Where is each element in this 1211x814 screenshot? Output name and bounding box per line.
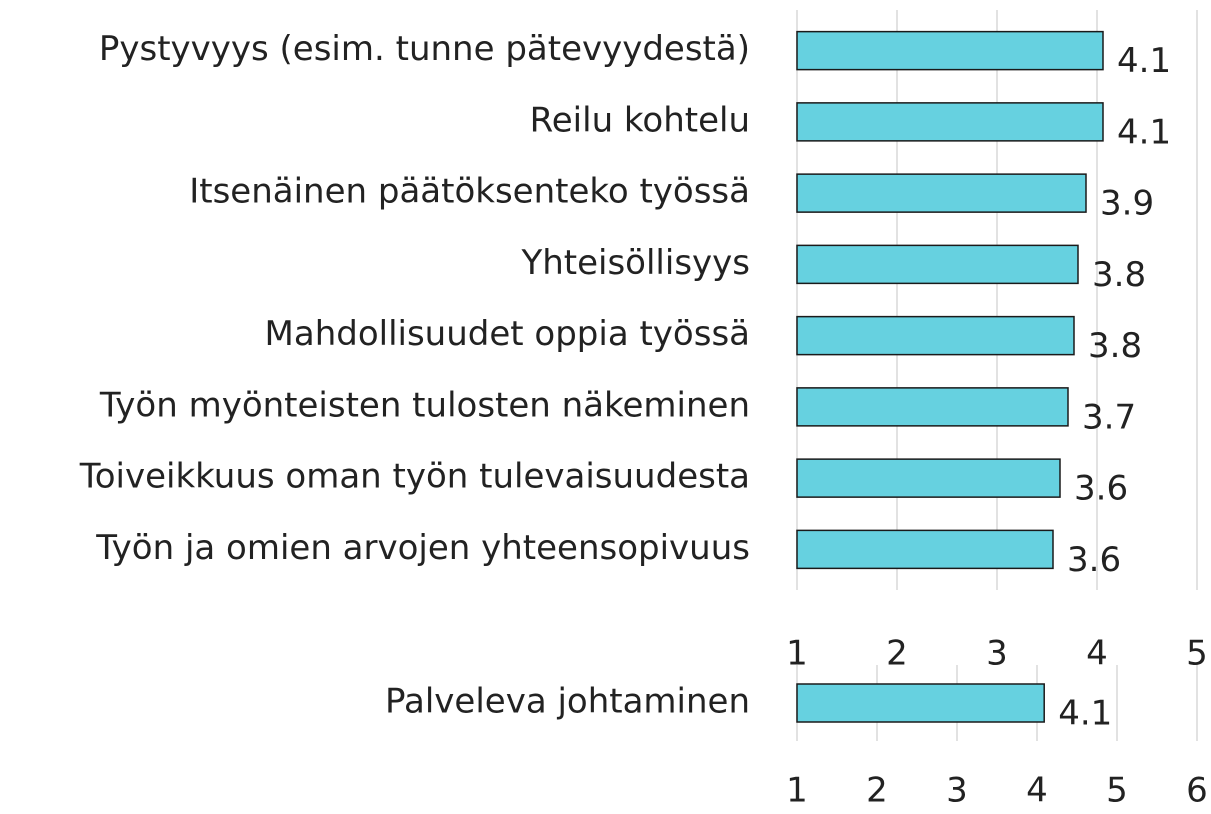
value-label: 4.1 [1117,41,1171,81]
value-label: 3.6 [1074,469,1128,509]
x-tick-label: 3 [946,771,968,811]
x-tick-label: 3 [986,634,1008,674]
value-label: 4.1 [1058,694,1112,734]
bar [796,529,1054,570]
value-label: 3.6 [1067,540,1121,580]
y-tick-label: Työn ja omien arvojen yhteensopivuus [95,528,750,568]
x-tick-label: 5 [1186,634,1208,674]
y-tick-label: Palveleva johtaminen [385,682,750,722]
x-tick-label: 4 [1086,634,1108,674]
value-label: 3.7 [1082,397,1136,437]
bar [796,315,1075,356]
x-tick-label: 6 [1186,771,1208,811]
bar [796,458,1061,498]
y-tick-label: Itsenäinen päätöksenteko työssä [189,172,750,212]
y-tick-label: Yhteisöllisyys [520,243,750,283]
y-tick-label: Reilu kohtelu [530,100,750,140]
bar [796,244,1079,285]
x-tick-label: 5 [1106,771,1128,811]
bar [796,683,1045,723]
value-label: 4.1 [1117,112,1171,152]
x-tick-label: 4 [1026,771,1048,811]
value-label: 3.9 [1100,184,1154,224]
bar [796,173,1087,213]
y-tick-label: Työn myönteisten tulosten näkeminen [99,385,750,425]
value-label: 3.8 [1092,255,1146,295]
bar [796,387,1069,427]
x-tick-label: 2 [866,771,888,811]
value-label: 3.8 [1088,326,1142,366]
x-tick-label: 2 [886,634,908,674]
y-tick-label: Pystyvyys (esim. tunne pätevyydestä) [99,29,750,69]
bar [796,30,1104,71]
x-tick-label: 1 [786,771,808,811]
x-tick-label: 1 [786,634,808,674]
bar [796,102,1104,142]
y-tick-label: Mahdollisuudet oppia työssä [265,314,750,354]
y-tick-label: Toiveikkuus oman työn tulevaisuudesta [79,457,750,497]
